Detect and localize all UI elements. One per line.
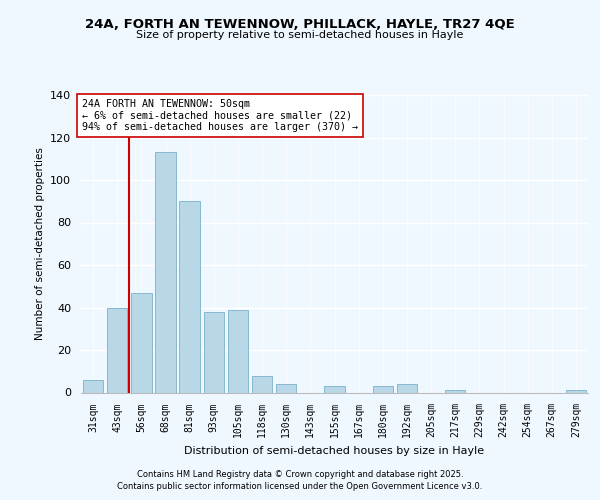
Text: 24A, FORTH AN TEWENNOW, PHILLACK, HAYLE, TR27 4QE: 24A, FORTH AN TEWENNOW, PHILLACK, HAYLE,…: [85, 18, 515, 30]
Bar: [276, 384, 296, 392]
Text: Contains public sector information licensed under the Open Government Licence v3: Contains public sector information licen…: [118, 482, 482, 491]
Bar: [397, 384, 417, 392]
Bar: [373, 386, 393, 392]
Bar: [131, 292, 152, 392]
X-axis label: Distribution of semi-detached houses by size in Hayle: Distribution of semi-detached houses by …: [184, 446, 485, 456]
Bar: [252, 376, 272, 392]
Bar: [203, 312, 224, 392]
Bar: [445, 390, 466, 392]
Bar: [107, 308, 127, 392]
Text: 24A FORTH AN TEWENNOW: 50sqm
← 6% of semi-detached houses are smaller (22)
94% o: 24A FORTH AN TEWENNOW: 50sqm ← 6% of sem…: [82, 100, 358, 132]
Text: Size of property relative to semi-detached houses in Hayle: Size of property relative to semi-detach…: [136, 30, 464, 40]
Y-axis label: Number of semi-detached properties: Number of semi-detached properties: [35, 148, 44, 340]
Text: Contains HM Land Registry data © Crown copyright and database right 2025.: Contains HM Land Registry data © Crown c…: [137, 470, 463, 479]
Bar: [324, 386, 345, 392]
Bar: [566, 390, 586, 392]
Bar: [83, 380, 103, 392]
Bar: [155, 152, 176, 392]
Bar: [227, 310, 248, 392]
Bar: [179, 201, 200, 392]
